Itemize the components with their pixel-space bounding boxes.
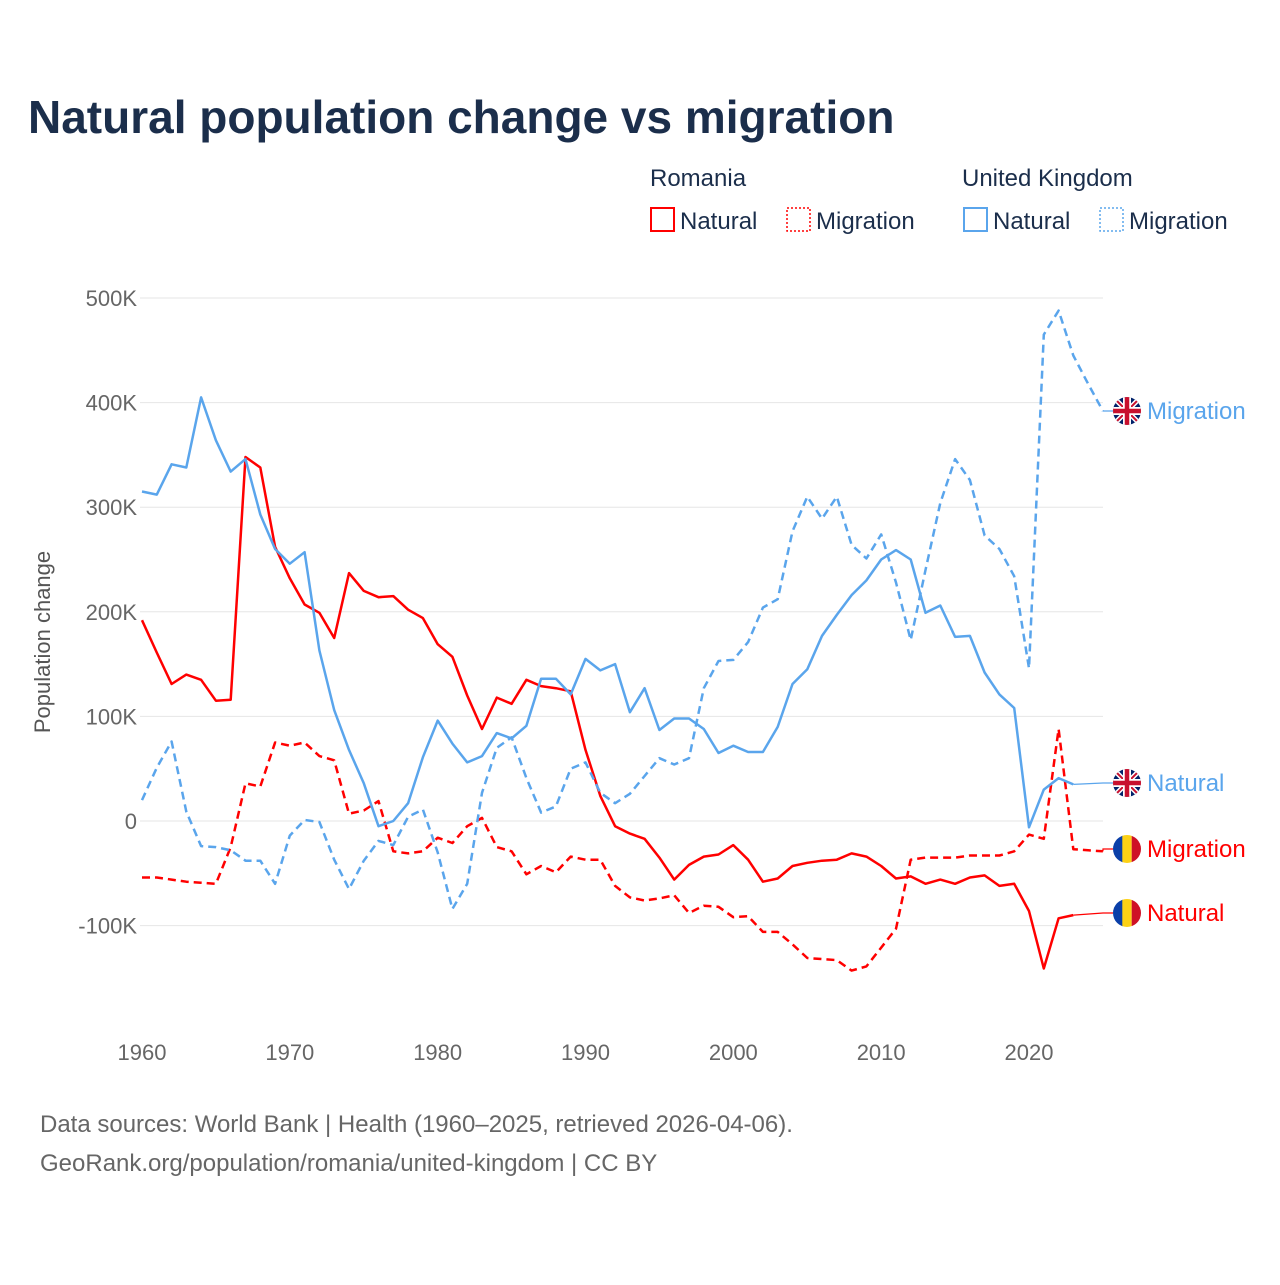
end-label-united-kingdom-natural: Natural [1147, 770, 1224, 797]
legend: Romania United Kingdom Natural Migration… [650, 165, 1228, 235]
end-label-romania-migration: Migration [1147, 836, 1246, 863]
series-lines [142, 311, 1103, 971]
legend-swatch-romania-migration [787, 208, 810, 231]
uk-flag-icon [1113, 769, 1141, 797]
y-tick-label: 0 [125, 809, 137, 834]
end-label-connector [1073, 913, 1113, 915]
x-tick-label: 1990 [561, 1040, 610, 1065]
y-axis-ticks: 500K 400K 300K 200K 100K 0 -100K [78, 286, 137, 939]
y-axis-label: Population change [30, 551, 55, 733]
legend-swatch-uk-migration [1100, 208, 1123, 231]
gridlines [140, 298, 1103, 926]
chart-title: Natural population change vs migration [28, 91, 894, 143]
x-tick-label: 1980 [413, 1040, 462, 1065]
legend-label-romania-migration: Migration [816, 208, 915, 235]
uk-flag-icon [1113, 397, 1141, 425]
legend-swatch-uk-natural [964, 208, 987, 231]
y-tick-label: 400K [86, 391, 138, 416]
y-tick-label: 500K [86, 286, 138, 311]
x-tick-label: 1960 [118, 1040, 167, 1065]
series-line-united-kingdom-natural [142, 397, 1073, 827]
x-tick-label: 2000 [709, 1040, 758, 1065]
footer-sources: Data sources: World Bank | Health (1960–… [40, 1111, 793, 1138]
y-tick-label: 300K [86, 495, 138, 520]
y-tick-label: 100K [86, 704, 138, 729]
end-label-connector [1073, 783, 1113, 784]
series-line-united-kingdom-migration [142, 311, 1103, 909]
end-label-connector [1103, 849, 1113, 851]
legend-group-uk: United Kingdom [962, 165, 1133, 192]
romania-flag-icon [1113, 899, 1142, 927]
footer-link[interactable]: GeoRank.org/population/romania/united-ki… [40, 1150, 657, 1177]
x-tick-label: 1970 [265, 1040, 314, 1065]
legend-group-romania: Romania [650, 165, 747, 192]
y-tick-label: 200K [86, 600, 138, 625]
legend-label-romania-natural: Natural [680, 208, 757, 235]
legend-label-uk-migration: Migration [1129, 208, 1228, 235]
end-labels: Migration Natural Migration Natural [1073, 397, 1245, 927]
romania-flag-icon [1113, 835, 1142, 863]
x-axis-ticks: 1960 1970 1980 1990 2000 2010 2020 [118, 1040, 1054, 1065]
end-label-united-kingdom-migration: Migration [1147, 398, 1246, 425]
legend-label-uk-natural: Natural [993, 208, 1070, 235]
legend-swatch-romania-natural [651, 208, 674, 231]
x-tick-label: 2020 [1005, 1040, 1054, 1065]
end-label-romania-natural: Natural [1147, 900, 1224, 927]
y-tick-label: -100K [78, 914, 137, 939]
x-tick-label: 2010 [857, 1040, 906, 1065]
